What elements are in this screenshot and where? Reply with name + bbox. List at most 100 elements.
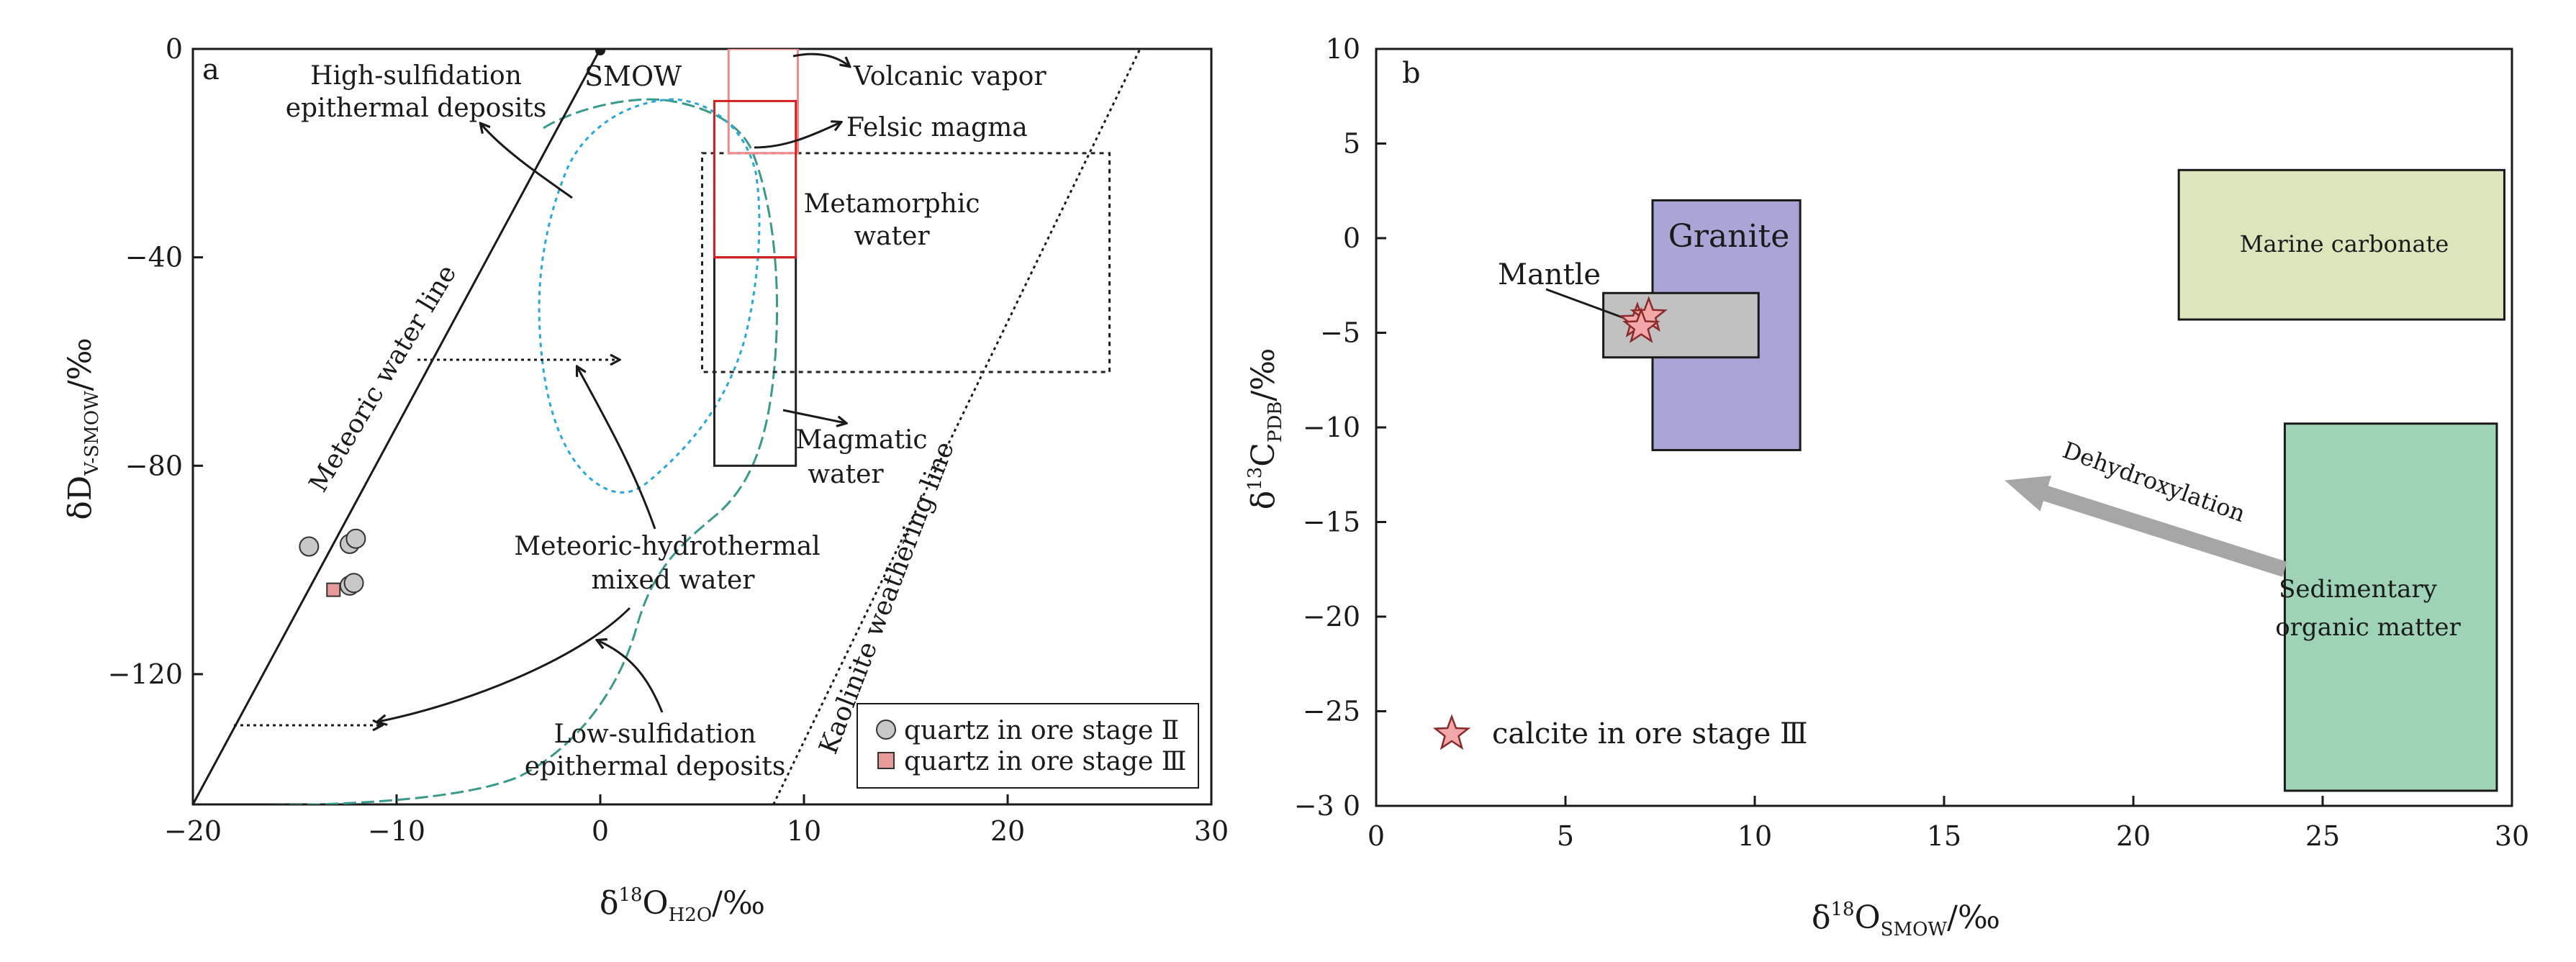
a-y-tick-label: 0 (166, 33, 183, 65)
b-x-tick-label: 0 (1368, 820, 1385, 852)
a-y-tick-label: −80 (125, 450, 183, 481)
b-x-tick-label: 20 (2116, 820, 2151, 852)
granite-label: Granite (1668, 218, 1790, 255)
a-x-tick-label: −10 (368, 815, 425, 847)
b-xlabel-sup: 18 (1830, 899, 1854, 920)
b-y-tick-label: −15 (1303, 507, 1360, 538)
b-y-tick-label: −5 (1320, 317, 1360, 349)
high-sulfidation-label-2: epithermal deposits (286, 94, 547, 123)
panel-a-legend-box (857, 703, 1199, 789)
mixed-water-arrow-up (577, 367, 656, 530)
b-xlabel-sym: O (1855, 899, 1881, 936)
a-ylabel-sub: V-SMOW (81, 391, 103, 476)
a-x-tick-label: 0 (592, 815, 609, 847)
marine-carbonate-label: Marine carbonate (2240, 230, 2449, 258)
meteoric-water-line (193, 49, 602, 804)
b-y-tick-label: −20 (1303, 601, 1360, 632)
low-sulfidation-field (267, 98, 779, 804)
a-y-tick-label: −40 (125, 242, 183, 273)
mixed-water-label-2: mixed water (591, 566, 755, 595)
a-xlabel-sym: O (643, 885, 669, 922)
a-x-tick-label: 10 (787, 815, 821, 847)
panel-a-frame (191, 47, 1213, 806)
a-ylabel-main: δD (62, 476, 99, 520)
a-x-tick-label: 30 (1194, 815, 1229, 847)
felsic-magma-box (713, 99, 797, 259)
metamorphic-water-label-2: water (854, 222, 930, 251)
stage-ii-point (343, 573, 364, 594)
felsic-magma-label: Felsic magma (846, 113, 1028, 142)
mixed-water-arrow-down (378, 607, 631, 722)
legend-stage-iii-text: quartz in ore stage Ⅲ (904, 747, 1186, 776)
b-x-tick-label: 25 (2305, 820, 2340, 852)
a-y-tick-label: −120 (108, 658, 183, 690)
legend-star-marker (1432, 714, 1471, 750)
legend-calcite-text: calcite in ore stage Ⅲ (1492, 717, 1808, 750)
panel-a-ylabel: δDV-SMOW/‰ (62, 337, 103, 519)
smow-point (595, 49, 605, 55)
panel-b-ylabel: δ13CPDB/‰ (1244, 348, 1286, 510)
a-xlabel-unit: /‰ (712, 885, 765, 922)
magmatic-water-label-2: water (808, 460, 884, 489)
b-xlabel-unit: /‰ (1947, 899, 2000, 936)
smow-label: SMOW (584, 60, 682, 92)
stage-ii-point (299, 536, 320, 557)
dehydroxylation-arrow (2005, 476, 2287, 577)
a-x-tick-label: 20 (990, 815, 1025, 847)
panel-b-label: b (1402, 57, 1421, 90)
mantle-leader-line (1545, 288, 1629, 321)
legend-circle-marker (876, 720, 896, 740)
a-x-tick-label: −20 (164, 815, 222, 847)
sedimentary-organic-label: Sedimentary (2279, 575, 2437, 604)
b-y-tick-label: −10 (1303, 412, 1360, 443)
stage-iii-point (326, 582, 341, 597)
b-y-tick-label: 10 (1326, 33, 1360, 65)
low-sulfidation-label-2: epithermal deposits (525, 752, 786, 781)
panel-b-xlabel: δ18OSMOW/‰ (1812, 899, 2000, 940)
b-x-tick-label: 10 (1737, 820, 1772, 852)
a-ylabel-unit: /‰ (62, 337, 99, 391)
sedimentary-organic-label-2: organic matter (2275, 613, 2461, 642)
metamorphic-water-box (701, 152, 1111, 373)
b-ylabel-sub: PDB (1265, 401, 1286, 443)
panel-a-ticks: −20 −10 0 10 20 30 0 −40 −80 −120 (108, 33, 1229, 847)
mantle-label: Mantle (1498, 258, 1601, 291)
stage-ii-point (345, 528, 366, 549)
meteoric-line-label: Meteoric water line (304, 260, 463, 497)
low-sulfidation-arrow (597, 640, 664, 713)
mantle-box (1602, 291, 1760, 359)
panel-a-plot-area (193, 49, 1142, 804)
panel-b-plot-area (1545, 168, 2505, 792)
metamorphic-water-label: Metamorphic (803, 189, 980, 219)
b-x-tick-label: 30 (2495, 820, 2529, 852)
panel-a: −20 −10 0 10 20 30 0 −40 −80 −120 a SMOW High-sul… (62, 33, 1229, 926)
panel-a-label: a (202, 53, 220, 86)
legend-square-marker (877, 752, 895, 769)
marine-carbonate-box (2177, 168, 2505, 321)
felsic-magma-arrow (754, 122, 841, 149)
high-sulfidation-arrow (481, 124, 573, 199)
b-ylabel-unit: /‰ (1245, 348, 1282, 401)
legend-stage-ii-text: quartz in ore stage Ⅱ (904, 716, 1179, 745)
b-xlabel-sub: SMOW (1881, 919, 1948, 940)
volcanic-vapor-label: Volcanic vapor (853, 62, 1047, 91)
a-xlabel-sub: H2O (669, 904, 713, 926)
a-xlabel-sup: 18 (618, 884, 642, 906)
panel-b: 0 5 10 15 20 25 30 10 5 0 −5 −10 −15 −20 −25 −3 0 b Gra… (1244, 33, 2529, 940)
b-x-tick-label: 5 (1557, 820, 1574, 852)
b-ylabel-main: δ (1245, 491, 1282, 510)
low-sulfidation-label: Low-sulfidation (553, 720, 756, 749)
high-sulfidation-label: High-sulfidation (310, 61, 522, 91)
b-xlabel-main: δ (1812, 899, 1831, 936)
mixed-water-label: Meteoric-hydrothermal (514, 532, 820, 561)
b-x-tick-label: 15 (1927, 820, 1961, 852)
mixed-water-field (538, 98, 761, 494)
b-y-tick-label: −25 (1303, 696, 1360, 727)
magmatic-water-arrow (782, 409, 846, 423)
magmatic-water-label: Magmatic (795, 425, 927, 455)
calcite-star-point (1622, 307, 1660, 343)
b-ylabel-sym: C (1245, 443, 1282, 467)
b-y-tick-label: −3 0 (1294, 790, 1360, 822)
b-y-tick-label: 5 (1343, 128, 1360, 160)
